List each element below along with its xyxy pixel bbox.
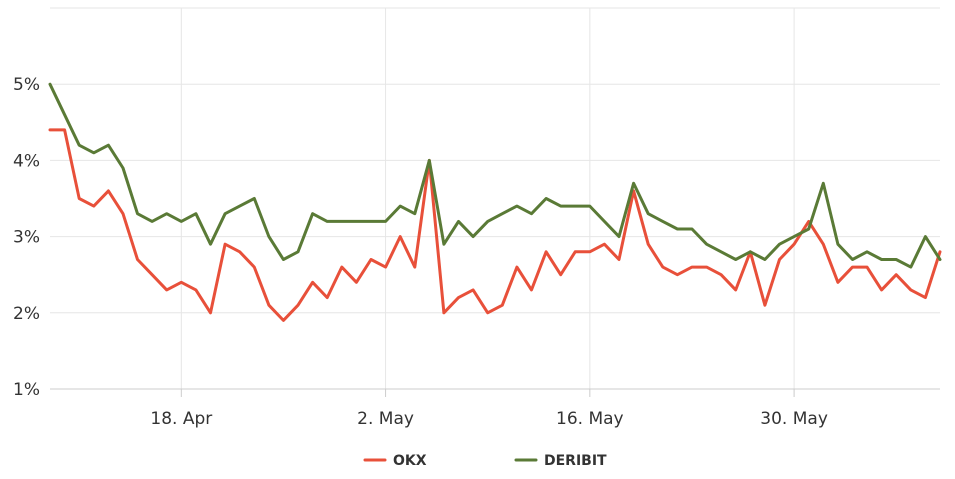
y-tick-label: 3% (13, 228, 40, 248)
legend[interactable]: OKX DERIBIT (363, 453, 607, 469)
series-lines (48, 82, 942, 322)
legend-item-okx[interactable]: OKX (363, 453, 427, 469)
y-tick-label: 1% (13, 380, 40, 400)
x-axis: 18. Apr 2. May 16. May 30. May (150, 389, 828, 429)
x-tick-label: 18. Apr (150, 409, 212, 429)
series-line-okx (48, 128, 942, 322)
grid (50, 7, 940, 389)
x-tick-label: 16. May (556, 409, 624, 429)
x-tick-label: 2. May (357, 409, 414, 429)
y-tick-label: 2% (13, 304, 40, 324)
legend-label: OKX (393, 453, 427, 469)
y-tick-label: 4% (13, 151, 40, 171)
y-axis: 1% 2% 3% 4% 5% (13, 75, 40, 400)
legend-item-deribit[interactable]: DERIBIT (514, 453, 607, 469)
y-tick-label: 5% (13, 75, 40, 95)
series-line-deribit (48, 82, 942, 269)
x-tick-label: 30. May (760, 409, 828, 429)
legend-label: DERIBIT (544, 453, 607, 469)
